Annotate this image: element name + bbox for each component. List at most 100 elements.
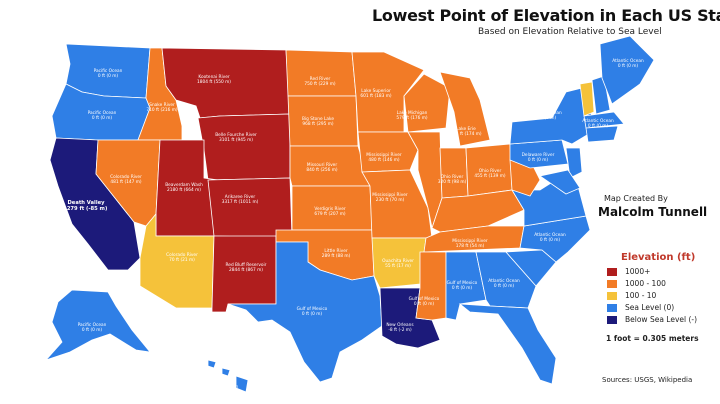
label-value: 0 ft (0 m) — [528, 157, 549, 163]
state-maine — [599, 35, 655, 105]
label-pa: Delaware River 0 ft (0 m) — [522, 152, 555, 163]
label-value: 750 ft (229 m) — [304, 81, 335, 87]
label-value: 0 ft (0 m) — [92, 115, 113, 121]
label-name: Gulf of Mexico — [409, 296, 440, 302]
state-wisconsin — [403, 73, 451, 133]
label-value: 0 ft (0 m) — [536, 115, 557, 121]
label-value: 0 ft (0 m) — [302, 311, 323, 317]
label-value: 0 ft (0 m) — [588, 123, 609, 129]
label-value: 0 ft (0 m) — [214, 389, 235, 395]
label-value: 679 ft (207 m) — [314, 211, 345, 217]
label-ar: Ouachita River 55 ft (17 m) — [382, 258, 414, 269]
label-sd: Big Stone Lake 968 ft (295 m) — [302, 116, 334, 127]
label-name: Mississippi River — [372, 192, 408, 198]
state-massachusetts — [583, 111, 625, 129]
label-name: Ouachita River — [382, 258, 414, 264]
label-name: Colorado River — [110, 174, 142, 180]
label-value: 55 ft (17 m) — [385, 263, 411, 269]
label-co: Arikaree River 3317 ft (1011 m) — [222, 194, 259, 205]
unit-conversion: 1 foot = 0.305 meters — [606, 334, 699, 343]
label-value: 968 ft (295 m) — [302, 121, 333, 127]
label-ny: Atlantic Ocean 0 ft (0 m) — [530, 110, 562, 121]
label-name: Lake Superior — [361, 88, 391, 94]
label-mi: Lake Erie 571 ft (174 m) — [450, 126, 481, 137]
label-value: 0 ft (0 m) — [452, 285, 473, 291]
label-value: 2180 ft (664 m) — [167, 187, 201, 193]
label-nv: Colorado River 481 ft (147 m) — [110, 174, 142, 185]
label-value: 710 ft (216 m) — [146, 107, 177, 113]
map-subtitle: Based on Elevation Relative to Sea Level — [478, 27, 662, 37]
credit-name: Malcolm Tunnell — [598, 205, 708, 219]
label-ks: Verdigris River 679 ft (207 m) — [314, 206, 346, 217]
map-title: Lowest Point of Elevation in Each US Sta… — [372, 6, 720, 25]
label-value: 2844 ft (867 m) — [229, 267, 263, 273]
label-value: 230 ft (70 m) — [376, 197, 405, 203]
label-al: Gulf of Mexico 0 ft (0 m) — [447, 280, 478, 291]
legend-item: Sea Level (0) — [607, 302, 715, 313]
legend-swatch — [607, 291, 617, 300]
state-illinois — [407, 131, 443, 230]
state-alaska — [44, 289, 151, 361]
state-colorado — [207, 177, 293, 239]
label-value: 3101 ft (945 m) — [219, 137, 253, 143]
label-name: Atlantic Ocean — [534, 232, 566, 238]
state-arkansas — [371, 237, 427, 289]
label-value: 95 ft (29 m) — [569, 75, 595, 81]
legend-swatch — [607, 267, 617, 276]
label-value: 0 ft (0 m) — [540, 237, 561, 243]
label-value: 0 ft (0 m) — [98, 73, 119, 79]
label-name: Gulf of Mexico — [297, 306, 328, 312]
label-ga: Atlantic Ocean 0 ft (0 m) — [488, 278, 520, 289]
label-name: Atlantic Ocean — [488, 278, 520, 284]
label-value: 178 ft (54 m) — [456, 243, 485, 249]
label-value: 455 ft (139 m) — [474, 173, 505, 179]
state-new-jersey — [565, 147, 583, 179]
label-name: Ohio River — [441, 174, 464, 180]
legend-swatch — [607, 315, 617, 324]
legend-label: Sea Level (0) — [625, 303, 675, 312]
label-value: 0 ft (0 m) — [494, 283, 515, 289]
legend-swatch — [607, 279, 617, 288]
label-name: Big Stone Lake — [302, 116, 334, 122]
label-name: Little River — [324, 248, 348, 254]
label-name: Ohio River — [479, 168, 502, 174]
label-value: 840 ft (256 m) — [306, 167, 337, 173]
label-name: Lake Michigan — [397, 110, 428, 116]
label-name: Arikaree River — [225, 194, 256, 200]
label-name: Delaware River — [522, 152, 555, 158]
label-ma: Atlantic Ocean 0 ft (0 m) — [582, 118, 614, 129]
legend-label: 100 - 10 — [625, 291, 657, 300]
state-hawaii — [207, 359, 249, 393]
label-ca: Death Valley -279 ft (-85 m) — [65, 200, 108, 212]
label-mn: Lake Superior 601 ft (183 m) — [360, 88, 391, 99]
label-name: Lake Champlain — [565, 70, 600, 76]
label-value: 571 ft (174 m) — [450, 131, 481, 137]
label-la: New Orleans -8 ft (-2 m) — [386, 322, 414, 333]
legend-item: 1000+ — [607, 266, 715, 277]
label-value: 289 ft (88 m) — [322, 253, 351, 259]
label-ak: Pacific Ocean 0 ft (0 m) — [78, 322, 107, 333]
state-labels: Pacific Ocean 0 ft (0 m) Pacific Ocean 0 f… — [65, 58, 644, 395]
label-ia: Mississippi River 480 ft (146 m) — [366, 152, 402, 163]
state-delaware-maryland — [539, 169, 581, 195]
label-nd: Red River 750 ft (229 m) — [304, 76, 335, 87]
label-ok: Little River 289 ft (88 m) — [322, 248, 351, 259]
legend: Elevation (ft) 1000+ 1000 - 100 100 - 10… — [607, 252, 715, 326]
label-value: 0 ft (0 m) — [618, 63, 639, 69]
label-value: -8 ft (-2 m) — [388, 327, 412, 333]
label-name: Gulf of Mexico — [447, 280, 478, 286]
label-value: 0 ft (0 m) — [82, 327, 103, 333]
legend-label: 1000+ — [625, 267, 651, 276]
legend-item: 100 - 10 — [607, 290, 715, 301]
label-name: Verdigris River — [314, 206, 346, 212]
legend-label: Below Sea Level (-) — [625, 315, 698, 324]
label-wa: Pacific Ocean 0 ft (0 m) — [94, 68, 123, 79]
label-ms: Gulf of Mexico 0 ft (0 m) — [409, 296, 440, 307]
state-connecticut-ri — [585, 125, 619, 143]
label-me: Atlantic Ocean 0 ft (0 m) — [612, 58, 644, 69]
label-name: Red Bluff Reservoir — [226, 262, 267, 268]
state-vermont — [579, 81, 595, 117]
label-id: Snake River 710 ft (216 m) — [146, 102, 177, 113]
label-name: Lake Erie — [456, 126, 476, 132]
